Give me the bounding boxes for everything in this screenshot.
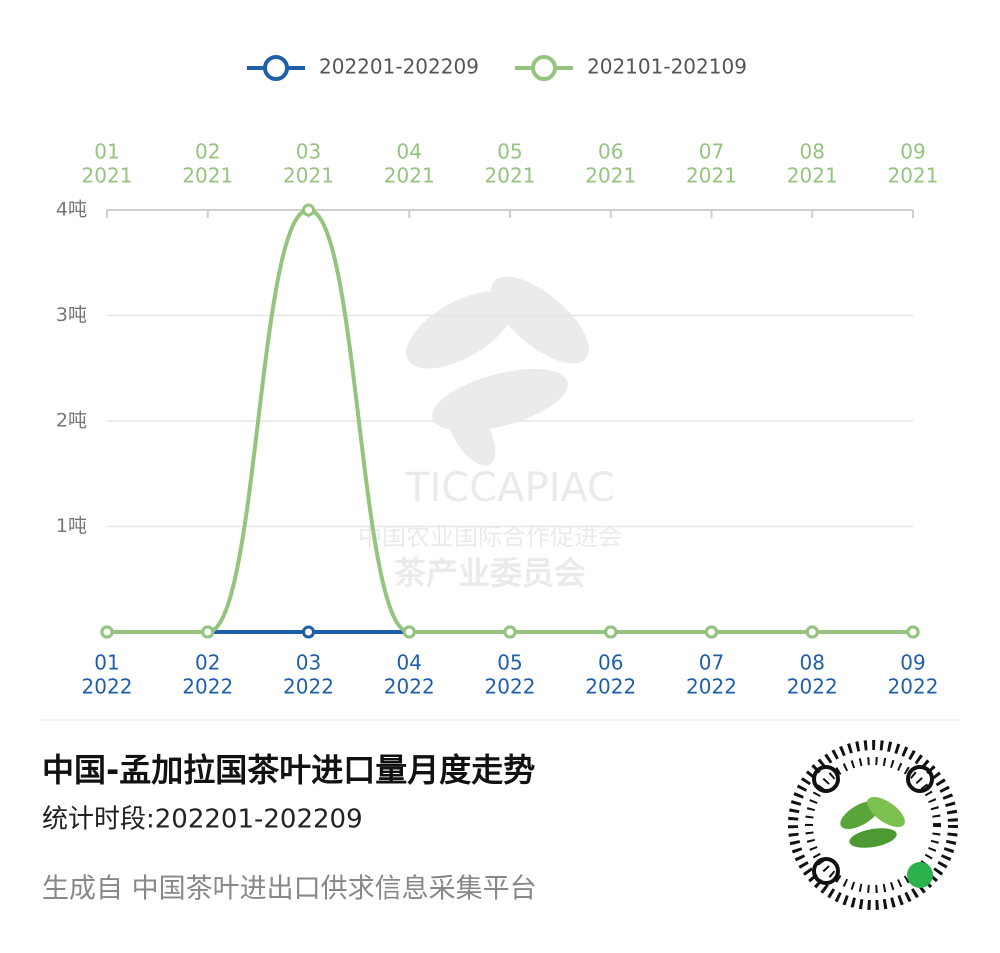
- top-tick-month: 01: [94, 140, 119, 164]
- watermark-logo: [406, 276, 589, 466]
- y-tick-label: 3吨: [56, 304, 87, 326]
- data-point: [604, 625, 618, 639]
- x-tick-year: 2022: [384, 675, 435, 699]
- x-tick-month: 03: [296, 651, 321, 675]
- top-tick-month: 03: [296, 140, 321, 164]
- x-tick-year: 2022: [485, 675, 536, 699]
- y-tick-label: 1吨: [56, 515, 87, 537]
- legend-marker: [263, 55, 289, 81]
- footer-subtitle: 统计时段:202201-202209: [42, 805, 363, 835]
- x-tick-month: 02: [195, 651, 220, 675]
- legend-marker: [531, 55, 557, 81]
- top-tick-month: 08: [800, 140, 825, 164]
- x-tick-year: 2022: [283, 675, 334, 699]
- top-tick-month: 05: [497, 140, 522, 164]
- x-tick-month: 05: [497, 651, 522, 675]
- footer-title: 中国-孟加拉国茶叶进口量月度走势: [42, 751, 535, 789]
- data-point: [805, 625, 819, 639]
- x-tick-year: 2022: [82, 675, 133, 699]
- legend-label: 202101-202109: [587, 55, 747, 79]
- x-tick-month: 04: [397, 651, 422, 675]
- top-tick-year: 2021: [384, 164, 435, 188]
- data-point: [906, 625, 920, 639]
- qr-code: [788, 740, 958, 910]
- top-tick-month: 04: [397, 140, 422, 164]
- data-point: [302, 203, 315, 217]
- x-tick-month: 08: [800, 651, 825, 675]
- watermark-text: 中国农业国际合作促进会: [358, 523, 622, 551]
- top-tick-month: 07: [699, 140, 724, 164]
- x-tick-year: 2022: [585, 675, 636, 699]
- top-tick-year: 2021: [82, 164, 133, 188]
- x-tick-year: 2022: [888, 675, 939, 699]
- data-point: [503, 625, 517, 639]
- legend-label: 202201-202209: [319, 55, 479, 79]
- top-tick-month: 06: [598, 140, 623, 164]
- footer-source: 生成自 中国茶叶进出口供求信息采集平台: [42, 874, 537, 905]
- top-tick-year: 2021: [686, 164, 737, 188]
- top-tick-year: 2021: [485, 164, 536, 188]
- top-tick-month: 02: [195, 140, 220, 164]
- top-tick-year: 2021: [182, 164, 233, 188]
- x-tick-month: 01: [94, 651, 119, 675]
- x-tick-month: 07: [699, 651, 724, 675]
- x-tick-year: 2022: [787, 675, 838, 699]
- y-tick-label: 2吨: [56, 410, 87, 432]
- data-point: [302, 625, 315, 639]
- data-point: [402, 625, 416, 639]
- top-tick-year: 2021: [283, 164, 334, 188]
- y-tick-label: 4吨: [56, 199, 87, 221]
- data-point: [201, 625, 215, 639]
- x-tick-month: 09: [900, 651, 925, 675]
- top-tick-year: 2021: [888, 164, 939, 188]
- top-tick-year: 2021: [585, 164, 636, 188]
- x-tick-year: 2022: [686, 675, 737, 699]
- x-tick-month: 06: [598, 651, 623, 675]
- data-point: [100, 625, 114, 639]
- x-tick-year: 2022: [182, 675, 233, 699]
- top-tick-year: 2021: [787, 164, 838, 188]
- data-point: [705, 625, 718, 639]
- top-tick-month: 09: [900, 140, 925, 164]
- watermark-text: 茶产业委员会: [394, 554, 586, 592]
- watermark-text: TICCAPIAC: [404, 465, 615, 511]
